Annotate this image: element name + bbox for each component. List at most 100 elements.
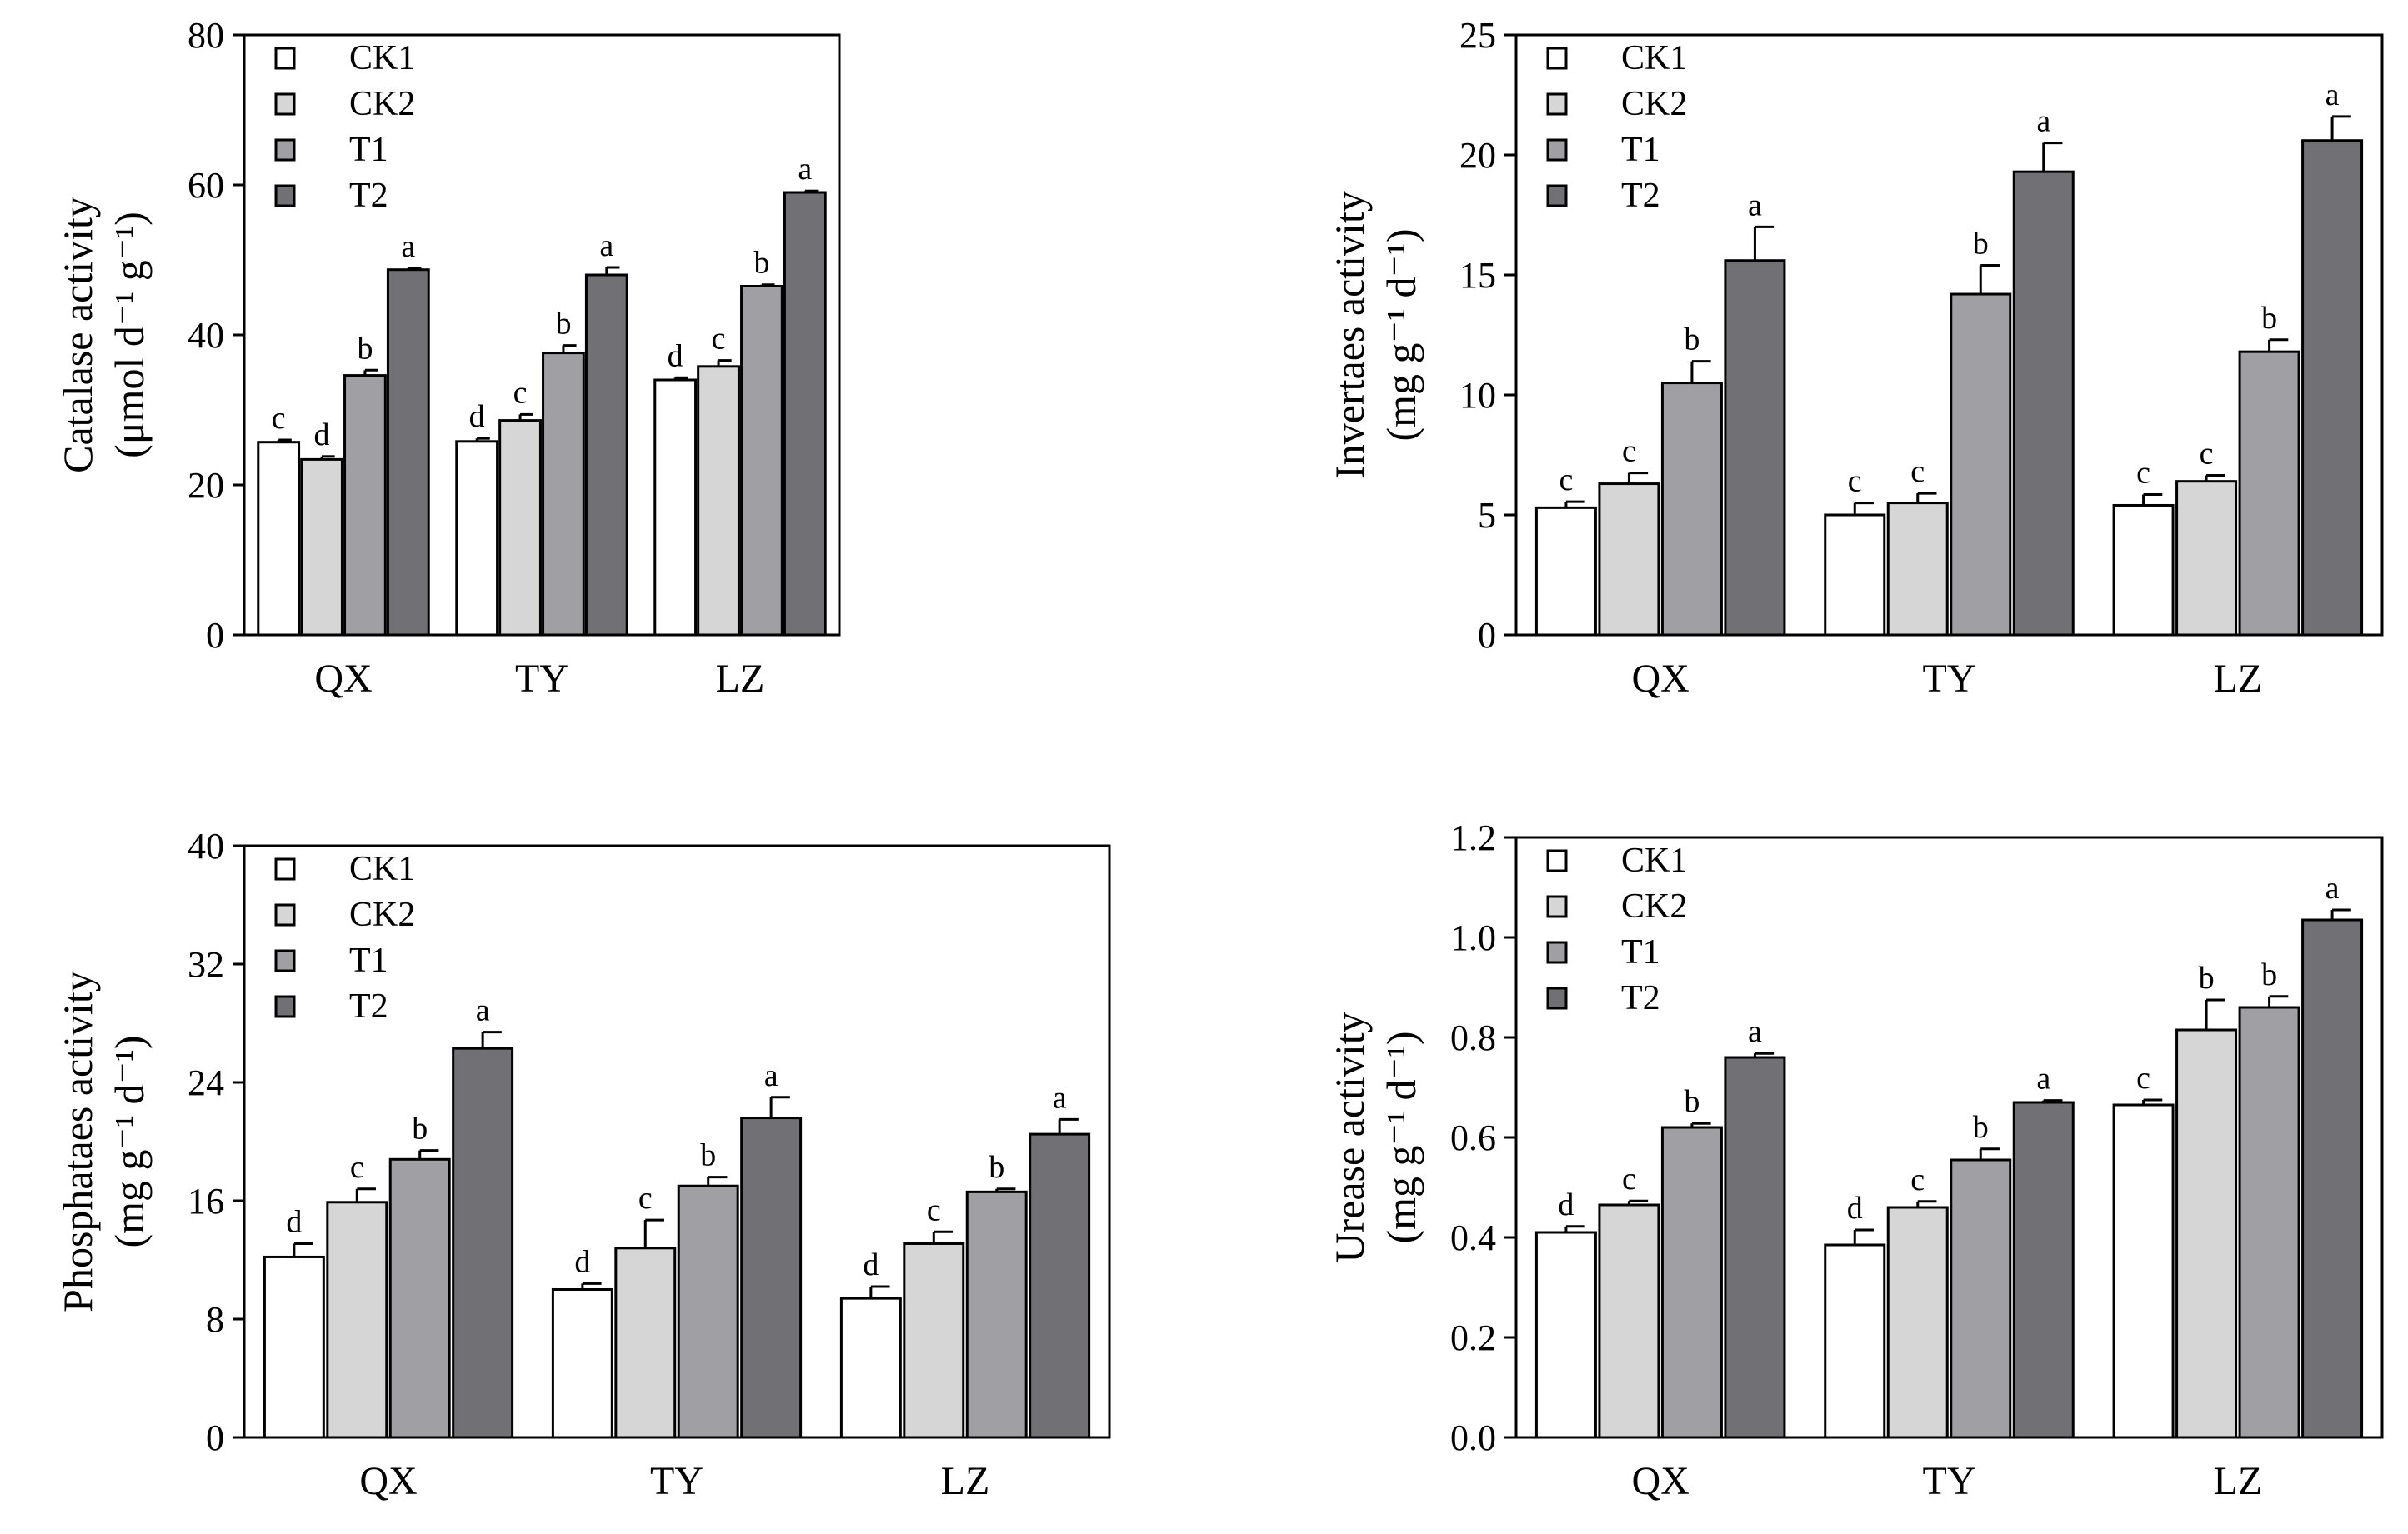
significance-letter: c bbox=[2136, 456, 2150, 491]
legend-swatch-CK1 bbox=[274, 857, 296, 881]
y-axis-title-line: (mg g⁻¹ d⁻¹) bbox=[1378, 229, 1424, 442]
plot-frame bbox=[1514, 33, 2384, 637]
y-tick-label: 80 bbox=[188, 15, 224, 56]
y-tick-label: 8 bbox=[206, 1299, 224, 1340]
bar-CK2 bbox=[614, 1247, 677, 1439]
category-label: LZ bbox=[716, 657, 765, 701]
bar-CK1 bbox=[839, 1297, 902, 1439]
y-tick-label: 1.2 bbox=[1450, 817, 1496, 858]
y-tick-label: 0 bbox=[206, 615, 224, 656]
legend-label: T1 bbox=[349, 942, 388, 980]
category-label: LZ bbox=[2214, 657, 2263, 701]
y-axis-title: Urease activity (mg g⁻¹ d⁻¹) bbox=[1326, 1012, 1424, 1262]
y-tick-label: 25 bbox=[1459, 15, 1496, 56]
legend-swatch-CK2 bbox=[274, 92, 296, 116]
significance-letter: d bbox=[469, 399, 485, 434]
bar-CK1 bbox=[1534, 1231, 1597, 1439]
y-tick-label: 0.6 bbox=[1450, 1117, 1496, 1158]
bar-T2 bbox=[452, 1047, 514, 1439]
significance-letter: a bbox=[2325, 871, 2340, 906]
legend-label: T2 bbox=[1621, 979, 1660, 1017]
legend: CK1 CK2 T1 T2 bbox=[1546, 39, 1687, 215]
bar-CK2 bbox=[1598, 482, 1660, 637]
y-axis-title: Invertaes activity (mg g⁻¹ d⁻¹) bbox=[1326, 191, 1424, 479]
significance-letter: d bbox=[314, 417, 330, 452]
bar-T2 bbox=[386, 268, 430, 637]
bar-T2 bbox=[2301, 139, 2364, 637]
panel-phosphatase: 0 8 16 24 32 40 Phosphataes activity (mg g⁻¹ d⁻… bbox=[54, 826, 1111, 1503]
bar-CK2 bbox=[2175, 480, 2238, 637]
legend-label: CK2 bbox=[349, 896, 415, 934]
legend: CK1 CK2 T1 T2 bbox=[274, 850, 415, 1026]
bar-T2 bbox=[783, 191, 827, 637]
legend-label: CK1 bbox=[349, 39, 415, 77]
y-axis-title: Phosphataes activity (mg g⁻¹ d⁻¹) bbox=[54, 971, 153, 1312]
y-tick-label: 10 bbox=[1459, 375, 1496, 416]
y-tick-label: 0 bbox=[206, 1417, 224, 1458]
significance-letter: a bbox=[2036, 1062, 2050, 1097]
bar-T2 bbox=[584, 273, 628, 637]
significance-letter: a bbox=[1748, 187, 1762, 222]
panel-urease: 0.0 0.2 0.4 0.6 0.8 1.0 1.2 Urease activity (mg … bbox=[1326, 817, 2384, 1503]
significance-letter: d bbox=[574, 1244, 590, 1279]
bar-T2 bbox=[2012, 1101, 2075, 1439]
bar-CK1 bbox=[2112, 1103, 2175, 1439]
y-tick-label: 20 bbox=[1459, 135, 1496, 176]
panel-invertase: 0 5 10 15 20 25 Invertaes activity (mg g⁻¹ d⁻¹)… bbox=[1326, 15, 2384, 701]
y-axis-title-line: (mg g⁻¹ d⁻¹) bbox=[1378, 1032, 1424, 1244]
bar-T1 bbox=[2238, 1006, 2300, 1439]
significance-letter: b bbox=[1973, 226, 1989, 261]
legend-swatch-T2 bbox=[1546, 987, 1568, 1010]
legend-swatch-CK2 bbox=[1546, 92, 1568, 116]
category-label: TY bbox=[650, 1459, 703, 1503]
significance-letter: d bbox=[668, 338, 683, 373]
y-tick-label: 0.4 bbox=[1450, 1217, 1496, 1258]
significance-letter: c bbox=[1559, 462, 1573, 497]
significance-letter: a bbox=[798, 152, 812, 187]
y-tick-label: 40 bbox=[188, 826, 224, 867]
legend-swatch-T1 bbox=[274, 138, 296, 162]
significance-letter: c bbox=[2200, 436, 2214, 471]
bar-T2 bbox=[740, 1117, 803, 1439]
bar-CK2 bbox=[498, 419, 542, 637]
significance-letter: b bbox=[555, 307, 571, 342]
bar-CK1 bbox=[1824, 1243, 1886, 1439]
significance-letter: b bbox=[1973, 1110, 1989, 1145]
y-tick-label: 0.0 bbox=[1450, 1417, 1496, 1458]
legend-label: CK2 bbox=[349, 85, 415, 123]
legend-label: T2 bbox=[349, 177, 388, 215]
significance-letter: b bbox=[1684, 1084, 1700, 1119]
significance-letter: a bbox=[2036, 104, 2050, 139]
bar-CK1 bbox=[551, 1288, 613, 1439]
bar-T1 bbox=[1660, 382, 1723, 637]
y-tick-label: 15 bbox=[1459, 255, 1496, 296]
significance-letter: c bbox=[350, 1150, 364, 1185]
category-label: TY bbox=[515, 657, 568, 701]
bar-CK1 bbox=[263, 1255, 325, 1439]
bar-T2 bbox=[1029, 1132, 1091, 1439]
legend-label: CK1 bbox=[1621, 842, 1687, 880]
significance-letter: c bbox=[1910, 454, 1925, 489]
bar-T1 bbox=[343, 374, 387, 637]
bar-T2 bbox=[2301, 918, 2364, 1439]
bar-CK2 bbox=[1886, 1206, 1949, 1439]
significance-letter: c bbox=[638, 1181, 653, 1216]
y-axis-title-line: Invertaes activity bbox=[1326, 191, 1373, 479]
significance-letter: a bbox=[476, 993, 490, 1028]
bar-T1 bbox=[740, 285, 783, 637]
bar-CK2 bbox=[2175, 1028, 2238, 1439]
panel-catalase: 0 20 40 60 80 Catalase activity (μmol d⁻¹ g⁻¹)… bbox=[54, 15, 841, 701]
y-tick-label: 24 bbox=[188, 1062, 224, 1103]
significance-letter: a bbox=[401, 229, 415, 264]
y-tick-label: 0.2 bbox=[1450, 1317, 1496, 1358]
bar-T1 bbox=[965, 1190, 1028, 1439]
legend-label: CK1 bbox=[1621, 39, 1687, 77]
legend-swatch-T1 bbox=[1546, 941, 1568, 964]
y-tick-label: 20 bbox=[188, 465, 224, 506]
y-tick-label: 0 bbox=[1478, 615, 1496, 656]
legend-label: CK2 bbox=[1621, 85, 1687, 123]
bar-T1 bbox=[388, 1157, 451, 1439]
bar-CK2 bbox=[1598, 1203, 1660, 1439]
significance-letter: c bbox=[1848, 464, 1862, 499]
